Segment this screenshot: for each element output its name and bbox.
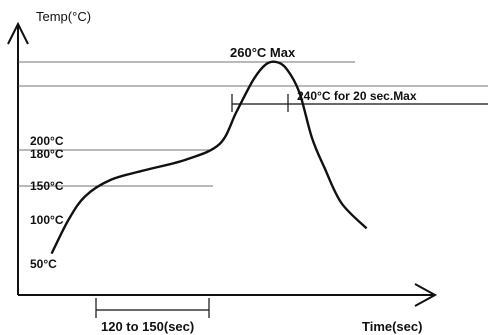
- preheat-span-label: 120 to 150(sec): [101, 319, 194, 334]
- time-above-label: 240°C for 20 sec.Max: [297, 89, 417, 103]
- y-tick-label-180: 180°C: [30, 147, 64, 161]
- temperature-curve: [50, 60, 368, 255]
- x-axis-label: Time(sec): [362, 319, 422, 334]
- peak-label: 260°C Max: [230, 45, 296, 60]
- y-tick-label-150: 150°C: [30, 179, 64, 193]
- x-axis-arrow-icon: [414, 283, 438, 307]
- reference-lines: [18, 61, 488, 187]
- y-tick-label-50: 50°C: [30, 257, 57, 271]
- y-tick-label-200: 200°C: [30, 134, 64, 148]
- y-axis-label: Temp(°C): [36, 9, 91, 24]
- y-tick-label-100: 100°C: [30, 213, 64, 227]
- y-axis-arrow-icon: [7, 21, 29, 45]
